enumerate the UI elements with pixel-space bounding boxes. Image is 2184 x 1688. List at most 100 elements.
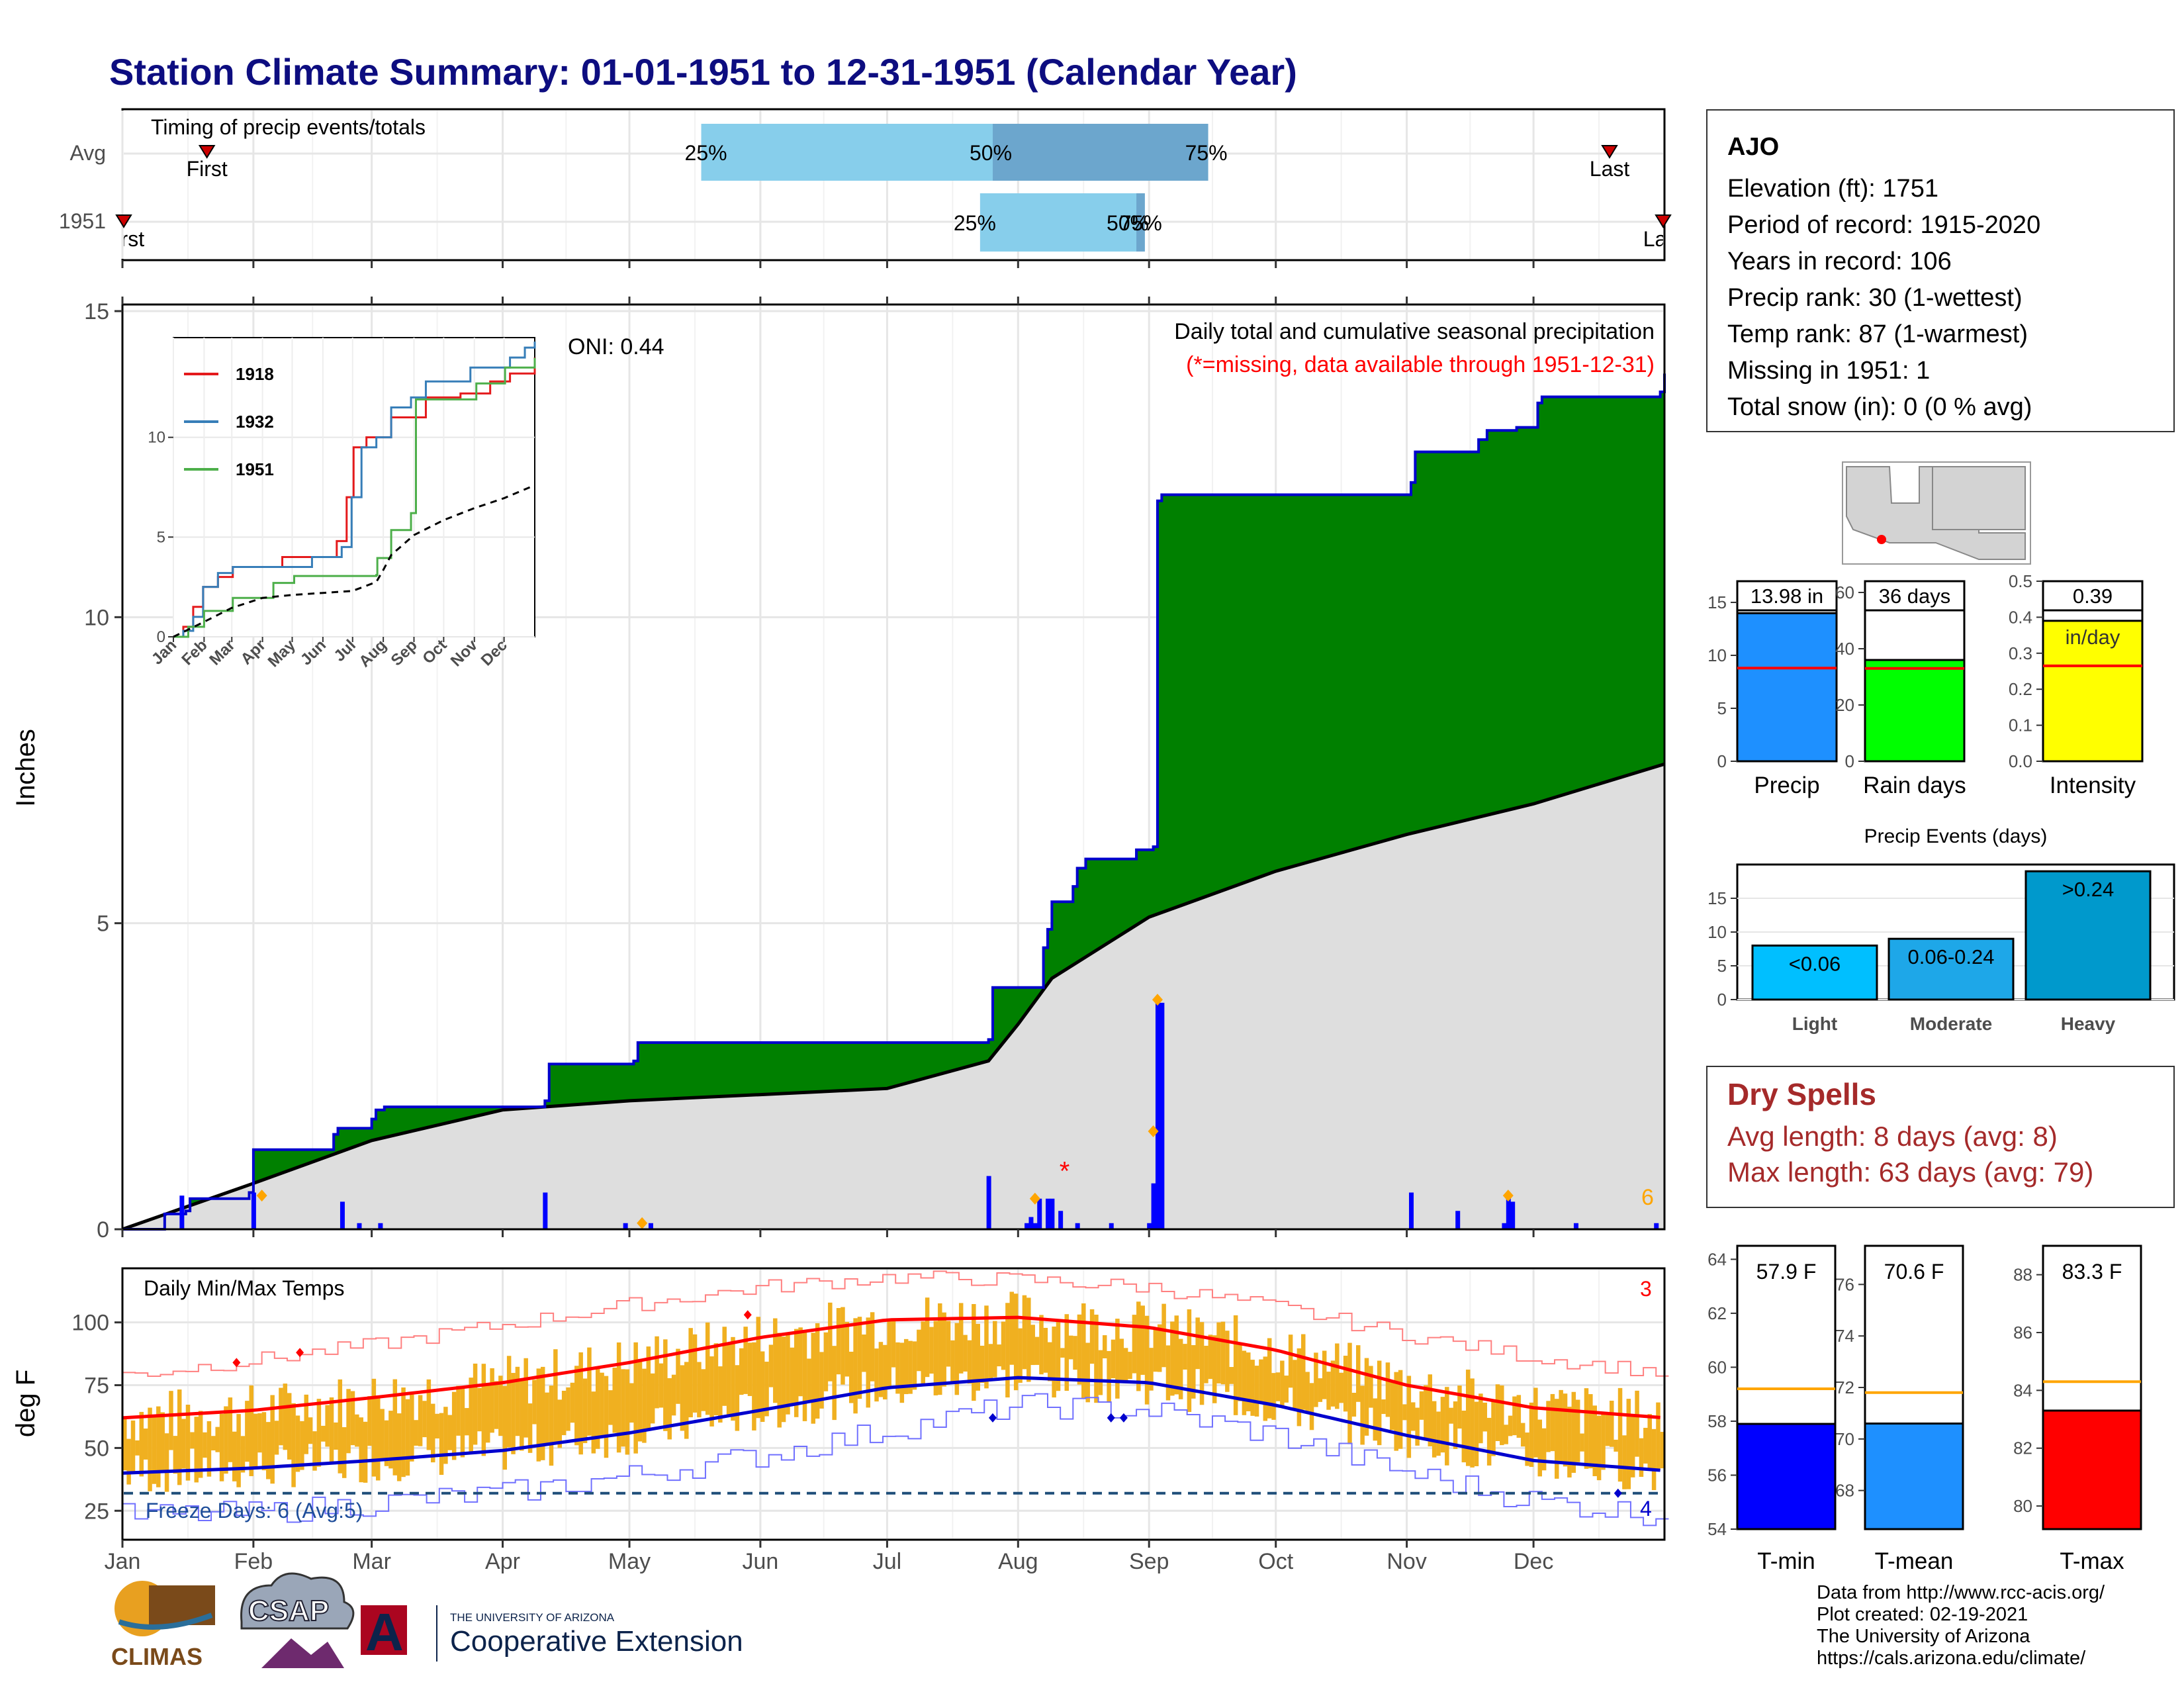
daily-temp-bar	[249, 1385, 254, 1476]
daily-temp-bar	[667, 1378, 672, 1440]
hot-days-count: 3	[1640, 1277, 1652, 1301]
precip-y-label: Inches	[11, 729, 40, 807]
month-label: May	[608, 1549, 651, 1574]
daily-temp-bar	[862, 1334, 866, 1372]
daily-temp-bar	[1039, 1315, 1044, 1375]
daily-temp-bar	[637, 1358, 643, 1442]
daily-temp-bar	[887, 1320, 891, 1387]
daily-temp-bar	[650, 1373, 655, 1424]
daily-temp-bar	[972, 1303, 976, 1401]
daily-temp-bar	[224, 1406, 228, 1474]
daily-temp-bar	[1626, 1399, 1631, 1489]
daily-temp-bar	[520, 1380, 524, 1451]
daily-temp-bar	[1571, 1391, 1576, 1473]
daily-temp-bar	[1364, 1358, 1369, 1436]
timing-1951-first-label: First	[103, 227, 144, 251]
daily-temp-bar	[1060, 1348, 1065, 1358]
daily-temp-bar	[997, 1344, 1001, 1367]
csap-logo: CSAP	[240, 1572, 355, 1668]
daily-temp-bar	[595, 1368, 600, 1449]
daily-temp-bar	[553, 1349, 558, 1443]
daily-temp-bar	[1406, 1376, 1412, 1458]
daily-temp-bar	[612, 1368, 617, 1433]
csap-logo-mountain	[261, 1638, 344, 1668]
daily-temp-bar	[798, 1327, 803, 1397]
precip-y-tick-label: 5	[97, 912, 109, 937]
daily-temp-bar	[1242, 1350, 1247, 1415]
summary-y-tick-label: 0.4	[2009, 607, 2032, 627]
daily-precip-bar	[1506, 1196, 1511, 1229]
summary-y-tick-label: 88	[2013, 1265, 2032, 1285]
daily-temp-bar	[832, 1346, 837, 1421]
daily-temp-bar	[878, 1342, 884, 1397]
daily-temp-bar	[1293, 1360, 1297, 1409]
station-name: AJO	[1727, 133, 1780, 161]
record-min-line	[122, 1393, 1669, 1526]
events-category-label: Moderate	[1910, 1013, 1992, 1034]
climas-logo-swoosh	[118, 1613, 213, 1630]
daily-temp-bar	[194, 1417, 199, 1483]
daily-temp-bar	[815, 1323, 820, 1419]
record-day-marker	[296, 1348, 304, 1358]
daily-temp-bar	[240, 1436, 246, 1473]
daily-temp-bar	[376, 1397, 381, 1481]
station-period: Period of record: 1915-2020	[1727, 211, 2041, 239]
daily-temp-bar	[439, 1413, 444, 1476]
daily-temp-bar	[1048, 1342, 1052, 1382]
events-y-tick-label: 5	[1717, 956, 1727, 976]
daily-temp-bar	[1250, 1360, 1255, 1416]
summary-y-tick-label: 40	[1835, 639, 1854, 659]
daily-temp-bar	[1486, 1417, 1492, 1466]
daily-temp-bar	[392, 1379, 398, 1476]
daily-temp-bar	[355, 1414, 359, 1447]
daily-temp-bar	[1199, 1322, 1205, 1405]
daily-temp-bar	[629, 1383, 634, 1423]
daily-temp-bar	[1419, 1391, 1424, 1420]
daily-temp-bar	[1246, 1352, 1251, 1411]
daily-temp-bar	[177, 1389, 182, 1485]
summary-y-tick-label: 82	[2013, 1438, 2032, 1458]
daily-temp-bar	[206, 1421, 212, 1477]
daily-temp-bar	[1263, 1356, 1268, 1421]
daily-temp-bar	[312, 1431, 317, 1471]
events-bar-label: <0.06	[1789, 952, 1841, 975]
temp-y-label: deg F	[11, 1370, 40, 1437]
summary-y-tick-label: 80	[2013, 1496, 2032, 1516]
daily-precip-bar	[1024, 1223, 1030, 1229]
daily-temp-bar	[1128, 1352, 1132, 1380]
daily-temp-bar	[1516, 1395, 1522, 1438]
inset-y-tick-label: 5	[157, 528, 165, 546]
daily-temp-bar	[481, 1364, 486, 1456]
daily-temp-bar	[338, 1379, 343, 1474]
daily-temp-bar	[257, 1413, 262, 1453]
daily-temp-bar	[1588, 1394, 1593, 1469]
daily-temp-bar	[1369, 1366, 1373, 1408]
daily-temp-bar	[494, 1381, 499, 1429]
daily-temp-bar	[139, 1411, 144, 1477]
daily-temp-bar	[1533, 1387, 1538, 1458]
daily-temp-bar	[1001, 1321, 1006, 1370]
daily-precip-bar	[1160, 1002, 1165, 1229]
daily-temp-bar	[350, 1391, 355, 1446]
month-label: Feb	[234, 1549, 273, 1574]
daily-temp-bar	[857, 1317, 862, 1399]
daily-temp-bar	[625, 1369, 630, 1455]
daily-temp-bar	[1360, 1385, 1365, 1445]
daily-temp-bar	[848, 1351, 854, 1403]
page-title: Station Climate Summary: 01-01-1951 to 1…	[109, 51, 1297, 93]
daily-precip-bar	[1075, 1223, 1080, 1229]
location-map	[1842, 461, 2031, 565]
daily-temp-bar	[274, 1421, 279, 1455]
daily-temp-bar	[414, 1420, 418, 1446]
inset-y-tick-label: 0	[157, 628, 165, 646]
daily-temp-bar	[1639, 1438, 1644, 1477]
daily-temp-bar	[219, 1413, 224, 1481]
daily-temp-bar	[1525, 1432, 1529, 1466]
daily-temp-bar	[764, 1362, 769, 1417]
daily-temp-bar	[853, 1318, 858, 1414]
record-day-marker	[232, 1358, 241, 1368]
map-new-mexico	[1932, 466, 2026, 530]
average-precip-area	[122, 764, 1664, 1229]
daily-temp-bar	[1347, 1342, 1352, 1444]
